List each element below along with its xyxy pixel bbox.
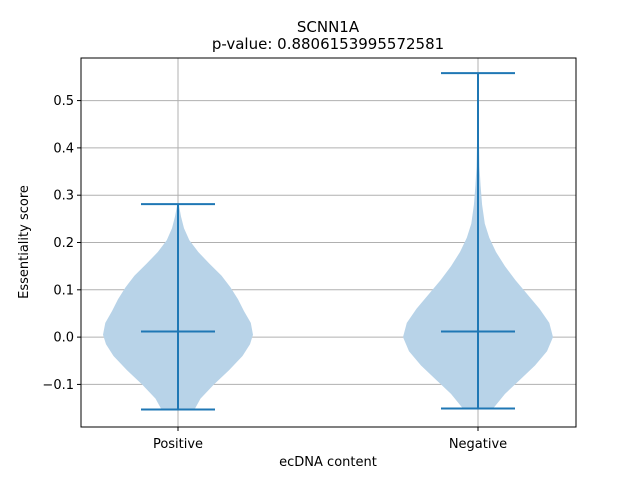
y-tick-label: 0.0 bbox=[53, 331, 74, 346]
x-axis-ticks: Positive Negative bbox=[153, 427, 507, 452]
chart-title: SCNN1A bbox=[297, 18, 360, 36]
y-tick-label: −0.1 bbox=[42, 378, 74, 393]
y-tick-label: 0.3 bbox=[53, 189, 74, 204]
y-tick-label: 0.2 bbox=[53, 236, 74, 251]
y-tick-label: 0.1 bbox=[53, 283, 74, 298]
y-axis-ticks: −0.1 0.0 0.1 0.2 0.3 0.4 0.5 bbox=[42, 94, 81, 393]
x-tick-label: Negative bbox=[449, 437, 507, 452]
violin-whiskers bbox=[141, 72, 515, 411]
x-tick-label: Positive bbox=[153, 437, 203, 452]
y-axis-label: Essentiality score bbox=[17, 185, 32, 299]
chart-subtitle: p-value: 0.8806153995572581 bbox=[212, 35, 444, 53]
y-tick-label: 0.5 bbox=[53, 94, 74, 109]
x-axis-label: ecDNA content bbox=[279, 455, 377, 470]
y-tick-label: 0.4 bbox=[53, 141, 74, 156]
